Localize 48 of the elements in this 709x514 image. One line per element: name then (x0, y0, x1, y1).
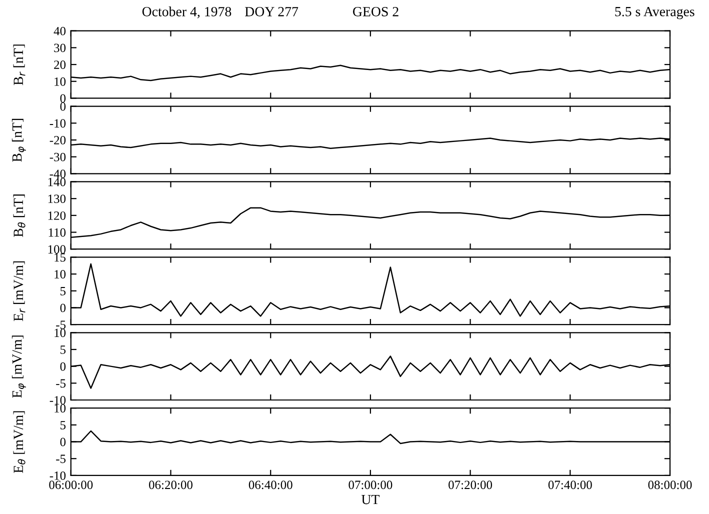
y-tick-label: -10 (50, 471, 66, 480)
y-tick-label: 5 (60, 346, 66, 354)
y-axis-title: B$_{r}$ [nT] (13, 44, 26, 86)
y-axis-title: E$_{φ}$ [mV/m] (12, 336, 26, 398)
y-tick-label: 5 (60, 421, 66, 430)
y-axis-title: B$_{φ}$ [nT] (12, 118, 26, 162)
y-tick-label: -10 (50, 396, 66, 404)
y-tick-label: 120 (48, 211, 66, 220)
y-axis-title: E$_{θ}$ [mV/m] (13, 411, 26, 473)
y-tick-label: 10 (54, 77, 66, 86)
text: DOY 277 (245, 6, 298, 16)
y-tick-label: -5 (56, 454, 66, 464)
y-tick-label: 100 (48, 245, 66, 254)
chart-title: GEOS 2 (353, 6, 398, 16)
y-tick-label: 0 (60, 362, 66, 371)
y-tick-label: 20 (54, 60, 66, 69)
x-tick-label: 07:00:00 (348, 480, 392, 490)
y-tick-label: 10 (54, 328, 66, 338)
y-axis-title: E$_{r}$ [mV/m] (13, 261, 26, 322)
x-tick-label: 06:40:00 (248, 480, 292, 490)
y-tick-label: -30 (50, 152, 66, 162)
y-axis-title: B$_{θ}$ [nT] (13, 194, 26, 237)
x-tick-label: 07:40:00 (548, 480, 592, 490)
x-axis-title: UT (361, 494, 380, 504)
y-tick-label: 130 (48, 194, 66, 204)
text: 5.5 s Averages (615, 6, 694, 20)
y-tick-label: 110 (48, 228, 66, 237)
y-tick-label: 0 (60, 94, 66, 103)
x-tick-label: 06:00:00 (49, 480, 93, 490)
y-tick-label: 15 (54, 253, 66, 262)
y-tick-label: 40 (54, 26, 66, 36)
y-tick-label: -5 (56, 320, 66, 330)
x-tick-label: 06:20:00 (148, 480, 192, 490)
y-tick-label: 5 (60, 287, 66, 296)
y-tick-label: 10 (54, 270, 66, 278)
y-tick-label: 0 (60, 438, 66, 446)
y-tick-label: -20 (50, 136, 66, 144)
y-tick-label: -5 (56, 379, 66, 388)
y-tick-label: 0 (60, 304, 66, 312)
y-tick-label: 30 (54, 44, 66, 52)
y-tick-label: 10 (54, 404, 66, 413)
y-tick-label: -10 (50, 119, 66, 128)
y-tick-label: 0 (60, 102, 66, 111)
x-tick-label: 08:00:00 (648, 480, 692, 490)
y-tick-label: -40 (50, 170, 66, 178)
x-tick-label: 07:20:00 (448, 480, 492, 490)
y-tick-label: 140 (48, 178, 66, 186)
text: October 4, 1978 (142, 6, 232, 18)
